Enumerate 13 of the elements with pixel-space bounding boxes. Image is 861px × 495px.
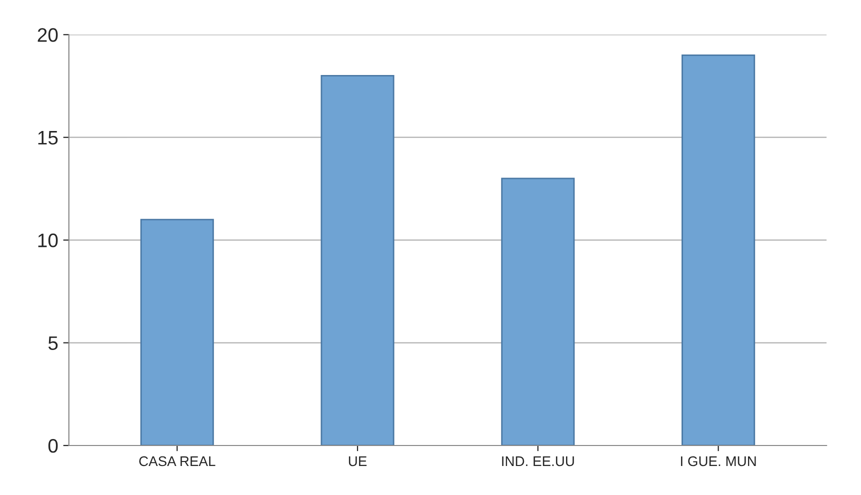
- bar: [140, 218, 214, 446]
- y-tick-label: 20: [38, 28, 58, 42]
- x-tick-label: IND. EE.UU: [502, 456, 574, 466]
- y-tick-label: 15: [38, 131, 58, 145]
- bar: [501, 178, 575, 446]
- y-tick-label: 10: [38, 234, 58, 248]
- y-tick-label: 0: [48, 438, 58, 453]
- x-tick-label: UE: [348, 456, 367, 466]
- bar: [682, 54, 756, 446]
- x-tick-label: I GUE. MUN: [681, 456, 756, 466]
- bar: [320, 75, 394, 446]
- x-tick-label: CASA REAL: [139, 456, 216, 466]
- y-tick-label: 5: [48, 336, 58, 350]
